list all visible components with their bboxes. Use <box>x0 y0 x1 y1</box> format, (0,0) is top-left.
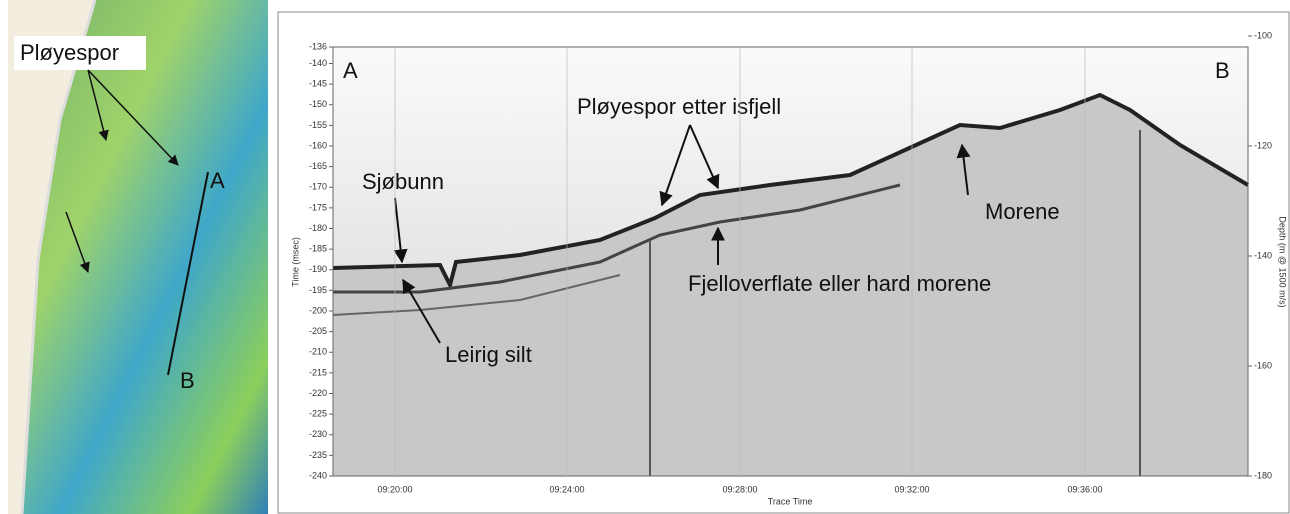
y-tick-label: -170 <box>309 182 327 192</box>
annotation: Morene <box>985 199 1060 224</box>
y-tick-label: -205 <box>309 326 327 336</box>
y2-tick-label: -140 <box>1254 250 1272 260</box>
annotation: Sjøbunn <box>362 169 444 194</box>
map-label: A <box>210 168 225 193</box>
y-tick-label: -145 <box>309 79 327 89</box>
figure-svg: Pløyespor A B A B Sjøbunn Pløyespor ette… <box>0 0 1290 514</box>
y-axis-title: Time (msec) <box>290 237 300 287</box>
y-tick-label: -220 <box>309 388 327 398</box>
map-label: B <box>180 368 195 393</box>
map-panel: Pløyespor A B <box>8 0 268 514</box>
y2-axis-title: Depth (m @ 1500 m/s) <box>1278 216 1288 307</box>
y-tick-label: -160 <box>309 140 327 150</box>
x-tick-label: 09:28:00 <box>722 484 757 494</box>
y-tick-label: -210 <box>309 347 327 357</box>
profile-panel: A B Sjøbunn Pløyespor etter isfjell More… <box>278 12 1289 513</box>
y2-tick-label: -180 <box>1254 470 1272 480</box>
annotation: Pløyespor etter isfjell <box>577 94 781 119</box>
y-tick-label: -195 <box>309 285 327 295</box>
y-tick-label: -235 <box>309 450 327 460</box>
y2-tick-label: -100 <box>1254 30 1272 40</box>
x-tick-label: 09:32:00 <box>894 484 929 494</box>
corner-label: B <box>1215 58 1230 83</box>
y-tick-label: -185 <box>309 244 327 254</box>
figure: Pløyespor A B A B Sjøbunn Pløyespor ette… <box>0 0 1290 514</box>
y-tick-label: -140 <box>309 58 327 68</box>
y-tick-label: -155 <box>309 120 327 130</box>
annotation: Fjelloverflate eller hard morene <box>688 271 991 296</box>
y-tick-label: -200 <box>309 305 327 315</box>
x-tick-label: 09:20:00 <box>377 484 412 494</box>
x-tick-label: 09:36:00 <box>1067 484 1102 494</box>
y-tick-label: -180 <box>309 223 327 233</box>
y-tick-label: -215 <box>309 367 327 377</box>
y-tick-label: -136 <box>309 41 327 51</box>
y-tick-label: -225 <box>309 409 327 419</box>
y-tick-label: -230 <box>309 429 327 439</box>
y-tick-label: -150 <box>309 99 327 109</box>
y-tick-label: -175 <box>309 202 327 212</box>
y-tick-label: -240 <box>309 470 327 480</box>
corner-label: A <box>343 58 358 83</box>
y-tick-label: -165 <box>309 161 327 171</box>
annotation: Leirig silt <box>445 342 532 367</box>
map-label: Pløyespor <box>20 40 119 65</box>
y-tick-label: -190 <box>309 264 327 274</box>
x-tick-label: 09:24:00 <box>549 484 584 494</box>
y2-tick-label: -120 <box>1254 140 1272 150</box>
y2-tick-label: -160 <box>1254 360 1272 370</box>
x-axis-title: Trace Time <box>768 496 813 506</box>
